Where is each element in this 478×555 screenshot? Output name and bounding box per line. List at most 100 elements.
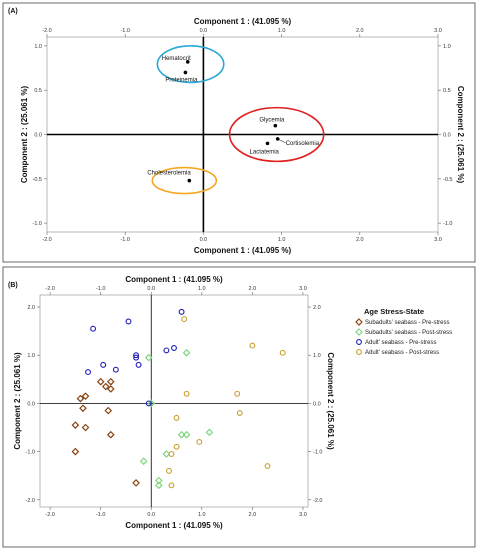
- score-point-diamond: [355, 328, 363, 336]
- loading-point: [273, 123, 278, 128]
- x-tick-label-bottom: 2.0: [249, 512, 257, 518]
- legend-entry-label: Subadults' seabass - Post-stress: [365, 330, 452, 336]
- score-point-circle: [133, 354, 140, 361]
- x-tick-label-top: -1.0: [96, 286, 105, 292]
- score-point-diamond: [76, 394, 85, 403]
- score-point-circle: [356, 339, 362, 345]
- panel-a-label: (A): [8, 8, 18, 15]
- score-point-circle: [168, 482, 175, 489]
- score-point-diamond: [182, 348, 191, 357]
- score-point-circle: [264, 463, 271, 469]
- panel-b-plot: -2.0 -2.0 -1.0 -1.0 0.0 0.0 1.0 1.0 2.0 2.0 3.0 3.0…: [13, 275, 335, 530]
- x-tick-label-bottom: -2.0: [42, 237, 51, 243]
- y-tick-label-left: -0.5: [33, 177, 42, 183]
- x-tick-label-top: 1.0: [198, 286, 206, 292]
- x-axis-title-top: Component 1 : (41.095 %): [194, 17, 292, 26]
- score-point-diamond: [162, 450, 171, 458]
- loading-point: [183, 70, 188, 75]
- score-point-diamond: [106, 430, 115, 439]
- x-tick-label-top: 3.0: [434, 28, 442, 34]
- x-tick-label-top: 2.0: [249, 286, 257, 292]
- loading-point: [185, 60, 190, 64]
- x-tick-label-bottom: 3.0: [434, 237, 442, 243]
- y-tick-label-left: -2.0: [26, 498, 35, 504]
- y-tick-label-left: 0.0: [34, 133, 42, 139]
- y-axis-title-left: Component 2 : (25.061 %): [20, 85, 29, 183]
- score-point-diamond: [154, 481, 163, 490]
- score-point-diamond: [355, 318, 363, 326]
- legend-title: Age Stress-State: [364, 307, 424, 316]
- x-tick-label-bottom: 0.0: [200, 237, 208, 243]
- x-tick-label-top: 1.0: [278, 28, 286, 34]
- score-point-diamond: [144, 353, 153, 362]
- x-tick-label-top: -2.0: [45, 286, 54, 292]
- score-point-circle: [90, 325, 97, 332]
- y-axis-title-left: Component 2 : (25.061 %): [13, 352, 22, 450]
- score-point-circle: [112, 366, 119, 373]
- score-point-circle: [133, 352, 140, 359]
- y-tick-label-left: 1.0: [34, 44, 42, 50]
- y-tick-label-left: 0.5: [34, 88, 42, 94]
- score-point-diamond: [71, 421, 80, 429]
- score-point-circle: [145, 400, 152, 407]
- loading-label: Glycemia: [259, 118, 285, 124]
- x-tick-label-top: 0.0: [147, 286, 155, 292]
- score-point-circle: [173, 414, 180, 421]
- panel-a-frame: [2, 2, 476, 263]
- y-tick-label-left: -1.0: [26, 450, 35, 456]
- loading-point: [265, 141, 270, 146]
- y-axis-title-right: Component 2 : (25.061 %): [456, 86, 465, 184]
- y-tick-label-left: -1.0: [33, 221, 42, 227]
- score-point-diamond: [132, 479, 140, 487]
- score-point-diamond: [205, 428, 214, 437]
- x-tick-label-top: 3.0: [299, 286, 307, 292]
- score-point-circle: [125, 318, 132, 325]
- score-point-diamond: [177, 430, 186, 439]
- panel-a-plot: -2.0 -2.0 -1.0 -1.0 0.0 0.0 1.0 1.0 2.0 2.0 3.0 3.0…: [20, 17, 465, 255]
- score-point-circle: [178, 308, 185, 315]
- x-tick-label-top: -1.0: [120, 28, 129, 34]
- y-tick-label-right: 2.0: [313, 305, 321, 311]
- score-point-diamond: [96, 377, 105, 386]
- loading-label: Cortisolemia: [286, 141, 320, 147]
- y-tick-label-right: -0.5: [443, 177, 452, 183]
- label-leader-line: [277, 138, 286, 144]
- score-point-circle: [171, 345, 177, 351]
- score-point-diamond: [81, 423, 90, 432]
- y-tick-label-left: 1.0: [27, 353, 35, 359]
- score-point-circle: [196, 439, 203, 445]
- score-point-diamond: [106, 377, 115, 386]
- score-point-diamond: [101, 382, 110, 391]
- panel-b-label: (B): [8, 282, 18, 289]
- score-point-diamond: [104, 406, 113, 415]
- x-tick-label-top: -2.0: [42, 28, 51, 34]
- score-point-circle: [168, 451, 175, 457]
- legend-entry-label: Adult' seabass - Pre-stress: [365, 340, 437, 346]
- score-point-diamond: [182, 430, 191, 439]
- score-point-circle: [183, 390, 190, 397]
- y-tick-label-left: 2.0: [27, 305, 35, 311]
- score-point-diamond: [147, 399, 156, 408]
- y-tick-label-right: -1.0: [443, 221, 452, 227]
- legend-entry-label: Subadults' seabass - Pre-stress: [365, 320, 450, 326]
- score-point-circle: [100, 361, 107, 368]
- loading-label: Cholesterolemia: [147, 171, 191, 177]
- y-axis-title-right: Component 2 : (25.061 %): [326, 352, 335, 450]
- group-ellipse: [228, 106, 325, 163]
- group-ellipse: [151, 166, 218, 195]
- x-tick-label-top: 0.0: [200, 28, 208, 34]
- x-tick-label-bottom: 1.0: [278, 237, 286, 243]
- x-tick-label-bottom: -1.0: [120, 237, 129, 243]
- x-axis-title-bottom: Component 1 : (41.095 %): [194, 246, 292, 255]
- y-tick-label-right: -2.0: [313, 498, 322, 504]
- score-point-circle: [181, 316, 188, 323]
- score-point-diamond: [106, 385, 115, 393]
- x-tick-label-top: 2.0: [356, 28, 364, 34]
- loading-label: Lactatemia: [250, 149, 280, 155]
- x-tick-label-bottom: -1.0: [96, 512, 105, 518]
- score-point-circle: [356, 349, 362, 355]
- legend-entry-label: Adult' seabass - Post-stress: [365, 350, 439, 356]
- x-tick-label-bottom: 1.0: [198, 512, 206, 518]
- x-tick-label-bottom: 0.0: [147, 512, 155, 518]
